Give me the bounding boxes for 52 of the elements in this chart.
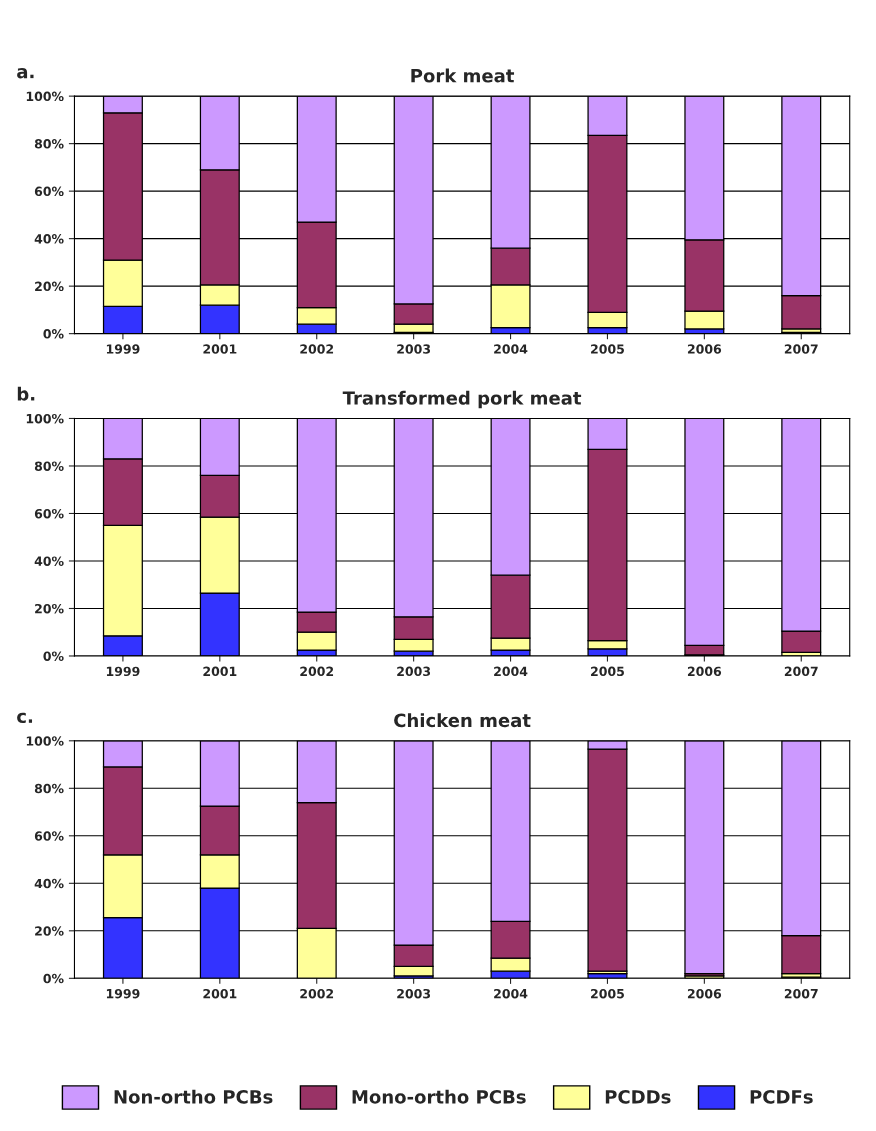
x-tick-label: 2003 (397, 988, 431, 999)
legend-label: PCDDs (605, 1090, 671, 1104)
x-tick-label: 2002 (300, 344, 334, 354)
x-tick-label: 2002 (300, 666, 334, 677)
y-tick-label: 100% (26, 91, 64, 102)
x-tick-label: 2007 (784, 666, 818, 677)
x-tick-label: 1999 (106, 988, 140, 999)
x-tick-label: 2004 (494, 344, 528, 354)
x-tick-label: 1999 (106, 666, 140, 677)
y-tick-label: 20% (35, 926, 64, 936)
x-tick-label: 2001 (203, 666, 237, 677)
x-tick-label: 2005 (591, 988, 624, 999)
x-tick-label: 2006 (687, 344, 722, 354)
x-tick-label: 2007 (784, 988, 818, 999)
x-tick-label: 2006 (687, 666, 722, 677)
y-tick-label: 40% (34, 234, 64, 244)
x-tick-label: 2003 (397, 344, 431, 354)
x-tick-label: 2004 (494, 988, 528, 999)
x-tick-label: 2002 (300, 988, 334, 999)
x-tick-label: 2005 (591, 344, 624, 354)
y-tick-label: 40% (34, 878, 64, 889)
x-tick-label: 2001 (203, 344, 237, 354)
y-tick-label: 100% (26, 736, 64, 746)
y-tick-label: 20% (35, 281, 64, 292)
x-tick-label: 2005 (591, 666, 624, 677)
x-tick-label: 2006 (687, 988, 722, 999)
x-tick-label: 1999 (106, 344, 140, 354)
text: c. (17, 712, 33, 724)
y-tick-label: 80% (34, 461, 64, 471)
y-tick-label: 60% (34, 508, 64, 519)
x-tick-label: 2007 (784, 344, 818, 354)
legend-label: PCDFs (750, 1090, 813, 1104)
chart-title: Pork meat (411, 68, 515, 83)
y-tick-label: 0% (43, 329, 64, 339)
legend-label: Non-ortho PCBs (114, 1089, 273, 1104)
y-tick-label: 80% (34, 139, 64, 149)
text: a. (17, 68, 34, 79)
chart-title: Chicken meat (394, 713, 531, 728)
chart-title: Transformed pork meat (342, 390, 582, 409)
y-tick-label: 60% (34, 831, 64, 841)
y-tick-label: 100% (26, 413, 64, 424)
x-tick-label: 2004 (494, 666, 528, 677)
y-tick-label: 60% (34, 186, 64, 197)
y-tick-label: 0% (43, 651, 64, 661)
text: b. (17, 386, 35, 401)
legend-label: Mono-ortho PCBs (352, 1089, 526, 1104)
y-tick-label: 80% (34, 783, 64, 794)
y-tick-label: 20% (35, 603, 64, 614)
y-tick-label: 40% (34, 556, 64, 566)
x-tick-label: 2001 (203, 988, 237, 999)
y-tick-label: 0% (43, 973, 64, 984)
x-tick-label: 2003 (397, 666, 431, 677)
